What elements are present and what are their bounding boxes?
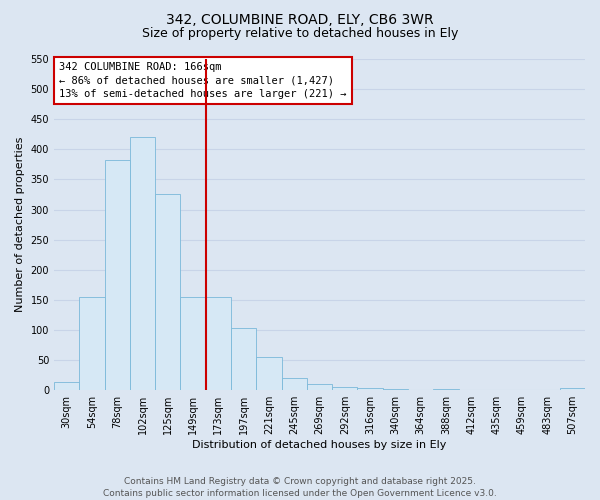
Bar bbox=[256, 357, 281, 390]
Y-axis label: Number of detached properties: Number of detached properties bbox=[15, 137, 25, 312]
Bar bbox=[104, 160, 130, 390]
Text: Contains HM Land Registry data © Crown copyright and database right 2025.
Contai: Contains HM Land Registry data © Crown c… bbox=[103, 476, 497, 498]
Bar bbox=[54, 382, 79, 390]
Bar bbox=[79, 297, 104, 390]
Bar bbox=[358, 388, 383, 390]
Bar bbox=[560, 388, 585, 390]
Bar bbox=[383, 389, 408, 390]
Bar bbox=[231, 328, 256, 390]
Bar bbox=[332, 387, 358, 390]
Bar bbox=[281, 378, 307, 390]
Bar bbox=[155, 194, 181, 390]
Bar bbox=[206, 297, 231, 390]
Bar bbox=[433, 389, 458, 390]
Text: Size of property relative to detached houses in Ely: Size of property relative to detached ho… bbox=[142, 28, 458, 40]
Text: 342, COLUMBINE ROAD, ELY, CB6 3WR: 342, COLUMBINE ROAD, ELY, CB6 3WR bbox=[166, 12, 434, 26]
Bar bbox=[181, 297, 206, 390]
Bar bbox=[130, 138, 155, 390]
Bar bbox=[307, 384, 332, 390]
Text: 342 COLUMBINE ROAD: 166sqm
← 86% of detached houses are smaller (1,427)
13% of s: 342 COLUMBINE ROAD: 166sqm ← 86% of deta… bbox=[59, 62, 347, 98]
X-axis label: Distribution of detached houses by size in Ely: Distribution of detached houses by size … bbox=[193, 440, 447, 450]
